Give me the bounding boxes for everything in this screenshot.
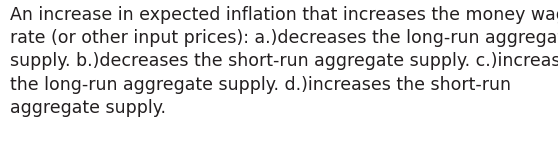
Text: An increase in expected inflation that increases the money wage
rate (or other i: An increase in expected inflation that i… — [10, 6, 558, 117]
